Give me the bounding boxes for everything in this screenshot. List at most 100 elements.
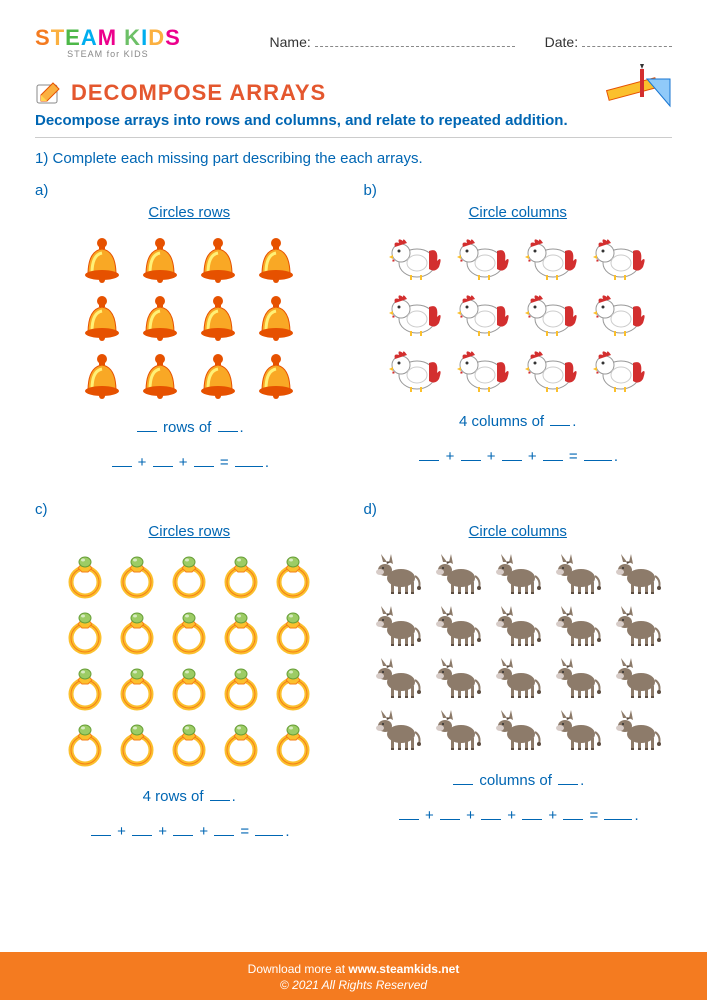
footer: Download more at www.steamkids.net © 202… xyxy=(0,952,707,1000)
blank[interactable] xyxy=(584,460,612,461)
description-text: 4 rows of . xyxy=(35,788,344,805)
chicken-icon xyxy=(455,289,513,337)
ring-icon xyxy=(116,552,158,600)
bell-icon xyxy=(78,291,126,341)
blank[interactable] xyxy=(194,466,214,467)
blank[interactable] xyxy=(91,835,111,836)
panel-c: c) Circles rows 4 rows of . + + + = . xyxy=(35,501,344,840)
bell-icon xyxy=(136,349,184,399)
date-field[interactable]: Date: xyxy=(545,34,672,50)
name-date-fields: Name: Date: xyxy=(201,34,672,50)
donkey-icon xyxy=(553,604,603,648)
donkey-icon xyxy=(433,708,483,752)
panel-header: Circles rows xyxy=(35,523,344,540)
donkey-icon xyxy=(373,604,423,648)
bell-icon xyxy=(78,349,126,399)
array-row xyxy=(373,552,663,596)
bell-icon xyxy=(194,233,242,283)
description-text: 4 columns of . xyxy=(364,413,673,430)
chicken-icon xyxy=(387,233,445,281)
page-title: DECOMPOSE ARRAYS xyxy=(71,80,326,106)
array-row xyxy=(78,233,300,283)
panel-label: d) xyxy=(364,501,673,518)
blank[interactable] xyxy=(419,460,439,461)
donkey-icon xyxy=(613,708,663,752)
footer-link[interactable]: www.steamkids.net xyxy=(348,962,459,976)
equation-text: + + + + = . xyxy=(364,807,673,824)
donkey-icon xyxy=(613,552,663,596)
name-field[interactable]: Name: xyxy=(270,34,515,50)
ring-icon xyxy=(116,664,158,712)
blank[interactable] xyxy=(153,466,173,467)
description-text: columns of . xyxy=(364,772,673,789)
donkey-icon xyxy=(433,604,483,648)
panel-label: c) xyxy=(35,501,344,518)
blank[interactable] xyxy=(502,460,522,461)
array-row xyxy=(64,608,314,656)
bell-icon xyxy=(78,233,126,283)
chicken-icon xyxy=(523,345,581,393)
ring-icon xyxy=(272,664,314,712)
logo: STEAM KIDS STEAM for KIDS xyxy=(35,25,181,59)
donkey-icon xyxy=(493,604,543,648)
ruler-pencil-icon xyxy=(602,64,672,119)
donkey-icon xyxy=(493,656,543,700)
blank[interactable] xyxy=(214,835,234,836)
chicken-icon xyxy=(387,289,445,337)
question-text: 1) Complete each missing part describing… xyxy=(0,150,707,167)
panel-label: b) xyxy=(364,182,673,199)
array-row xyxy=(64,664,314,712)
bell-icon xyxy=(252,233,300,283)
chicken-icon xyxy=(387,345,445,393)
blank[interactable] xyxy=(255,835,283,836)
donkey-icon xyxy=(373,708,423,752)
blank[interactable] xyxy=(112,466,132,467)
blank[interactable] xyxy=(440,819,460,820)
bell-icon xyxy=(136,291,184,341)
blank[interactable] xyxy=(522,819,542,820)
ring-icon xyxy=(220,720,262,768)
ring-icon xyxy=(272,608,314,656)
blank[interactable] xyxy=(218,431,238,432)
ring-icon xyxy=(220,608,262,656)
blank[interactable] xyxy=(461,460,481,461)
donkey-icon xyxy=(493,708,543,752)
array-row xyxy=(387,345,649,393)
ring-icon xyxy=(272,552,314,600)
footer-copyright: © 2021 All Rights Reserved xyxy=(0,978,707,992)
title-row: DECOMPOSE ARRAYS xyxy=(0,69,707,112)
blank[interactable] xyxy=(563,819,583,820)
chicken-icon xyxy=(455,233,513,281)
blank[interactable] xyxy=(399,819,419,820)
chicken-icon xyxy=(591,289,649,337)
panel-header: Circle columns xyxy=(364,204,673,221)
blank[interactable] xyxy=(137,431,157,432)
footer-line1: Download more at www.steamkids.net xyxy=(0,962,707,976)
description-text: rows of . xyxy=(35,419,344,436)
donkey-icon xyxy=(493,552,543,596)
blank[interactable] xyxy=(481,819,501,820)
blank[interactable] xyxy=(173,835,193,836)
equation-text: + + + = . xyxy=(364,448,673,465)
blank[interactable] xyxy=(132,835,152,836)
blank[interactable] xyxy=(453,784,473,785)
ring-icon xyxy=(168,664,210,712)
chicken-icon xyxy=(591,233,649,281)
ring-icon xyxy=(116,608,158,656)
blank[interactable] xyxy=(543,460,563,461)
array-row xyxy=(64,552,314,600)
blank[interactable] xyxy=(210,800,230,801)
ring-icon xyxy=(220,664,262,712)
ring-icon xyxy=(64,608,106,656)
ring-icon xyxy=(168,552,210,600)
panel-b: b) Circle columns 4 columns of . + + + =… xyxy=(364,182,673,471)
blank[interactable] xyxy=(604,819,632,820)
blank[interactable] xyxy=(550,425,570,426)
blank[interactable] xyxy=(558,784,578,785)
panel-label: a) xyxy=(35,182,344,199)
ring-icon xyxy=(168,608,210,656)
array-row xyxy=(373,604,663,648)
donkey-icon xyxy=(373,656,423,700)
array-row xyxy=(78,291,300,341)
blank[interactable] xyxy=(235,466,263,467)
